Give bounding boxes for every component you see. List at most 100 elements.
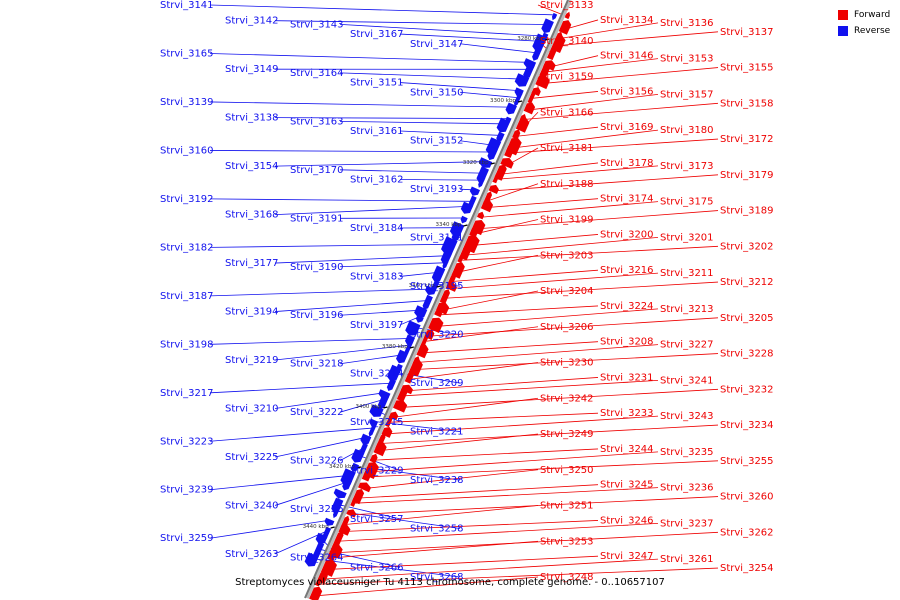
gene-feature <box>350 496 357 507</box>
gene-feature <box>351 462 359 473</box>
gene-label: Strvi_3187 <box>160 291 214 302</box>
leader-line <box>209 101 510 108</box>
leader-line <box>559 31 719 46</box>
gene-feature <box>333 488 347 499</box>
gene-label: Strvi_3228 <box>720 349 774 360</box>
leader-line <box>399 272 437 277</box>
legend-reverse-label: Reverse <box>854 26 891 36</box>
gene-label: Strvi_3193 <box>410 184 464 195</box>
gene-feature <box>492 171 500 184</box>
gene-label: Strvi_3191 <box>290 213 344 224</box>
gene-label: Strvi_3178 <box>600 158 654 169</box>
leader-line <box>495 174 719 192</box>
gene-label: Strvi_3151 <box>350 78 404 89</box>
gene-label: Strvi_3204 <box>540 286 594 297</box>
gene-label: Strvi_3143 <box>290 19 344 30</box>
leader-line <box>309 558 461 578</box>
gene-feature <box>514 92 523 107</box>
gene-label: Strvi_3159 <box>540 72 594 83</box>
leader-line <box>482 201 659 218</box>
leader-line <box>209 243 448 248</box>
gene-label: Strvi_3262 <box>720 527 774 538</box>
gene-feature <box>373 442 387 457</box>
gene-label: Strvi_3208 <box>600 337 654 348</box>
leader-line <box>399 33 538 42</box>
gene-label: Strvi_3140 <box>540 36 594 47</box>
gene-label: Strvi_3230 <box>540 358 594 369</box>
gene-label: Strvi_3248 <box>540 572 594 583</box>
gene-feature <box>422 294 433 310</box>
leader-line <box>462 245 719 261</box>
gene-features <box>304 11 572 600</box>
gene-feature <box>309 586 323 600</box>
gene-label: Strvi_3169 <box>600 122 654 133</box>
leader-line <box>339 399 382 413</box>
leader-lines <box>209 4 719 597</box>
gene-feature <box>478 176 486 188</box>
leader-line <box>366 469 539 489</box>
leader-line <box>317 576 539 597</box>
gene-feature <box>488 184 499 194</box>
leader-line <box>544 67 719 84</box>
scale-tick <box>490 162 495 165</box>
gene-feature <box>415 314 424 323</box>
scale-tick <box>545 38 550 41</box>
gene-label: Strvi_3210 <box>225 403 279 414</box>
gene-feature <box>476 166 489 183</box>
gene-label: Strvi_3189 <box>720 206 774 217</box>
leader-line <box>339 120 502 125</box>
gene-feature <box>414 305 428 318</box>
gene-feature <box>377 393 390 409</box>
gene-label: Strvi_3139 <box>160 97 214 108</box>
gene-label: Strvi_3241 <box>660 375 714 386</box>
legend-reverse: Reverse <box>838 24 898 38</box>
gene-feature <box>440 250 453 264</box>
gene-label: Strvi_3142 <box>225 16 279 27</box>
leader-line <box>546 58 659 73</box>
leader-line <box>339 262 444 268</box>
gene-label: Strvi_3247 <box>600 551 654 562</box>
gene-label: Strvi_3188 <box>540 179 594 190</box>
leader-line <box>431 317 719 337</box>
gene-feature <box>485 137 502 155</box>
leader-line <box>566 19 599 30</box>
gene-label: Strvi_3165 <box>160 48 214 59</box>
backbone-shadow <box>305 0 572 599</box>
gene-label: Strvi_3158 <box>720 98 774 109</box>
gene-feature <box>396 349 409 364</box>
leader-line <box>332 540 539 559</box>
gene-label: Strvi_3244 <box>600 444 654 455</box>
gene-feature <box>387 364 402 382</box>
gene-label: Strvi_3177 <box>225 258 279 269</box>
scale-tick <box>463 224 468 227</box>
gene-feature <box>480 200 494 213</box>
gene-feature <box>445 282 457 292</box>
scale-label: 3280 kbp <box>517 36 543 42</box>
gene-label: Strvi_3162 <box>350 175 404 186</box>
gene-label: Strvi_3238 <box>410 475 464 486</box>
gene-labels: Strvi_3141 Strvi_3142 Strvi_3143 Strvi_3167… <box>160 0 774 583</box>
gene-label: Strvi_3166 <box>540 107 594 118</box>
leader-line <box>404 379 659 397</box>
gene-feature <box>361 469 372 482</box>
gene-feature <box>469 186 480 196</box>
gene-label: Strvi_3174 <box>600 194 654 205</box>
leader-line <box>399 82 518 91</box>
leader-line <box>466 236 659 256</box>
gene-label: Strvi_3223 <box>160 436 214 447</box>
gene-label: Strvi_3261 <box>660 554 714 565</box>
leader-line <box>399 130 499 136</box>
gene-label: Strvi_3242 <box>540 393 594 404</box>
leader-line <box>411 362 539 380</box>
gene-label: Strvi_3220 <box>410 330 464 341</box>
leader-line <box>479 210 719 229</box>
gene-label: Strvi_3213 <box>660 304 714 315</box>
gene-label: Strvi_3215 <box>350 417 404 428</box>
gene-label: Strvi_3255 <box>720 456 774 467</box>
leader-line <box>444 290 539 310</box>
leader-line <box>355 454 401 471</box>
gene-label: Strvi_3250 <box>540 465 594 476</box>
gene-label: Strvi_3243 <box>660 411 714 422</box>
leader-line <box>388 415 659 435</box>
gene-feature <box>346 509 357 518</box>
